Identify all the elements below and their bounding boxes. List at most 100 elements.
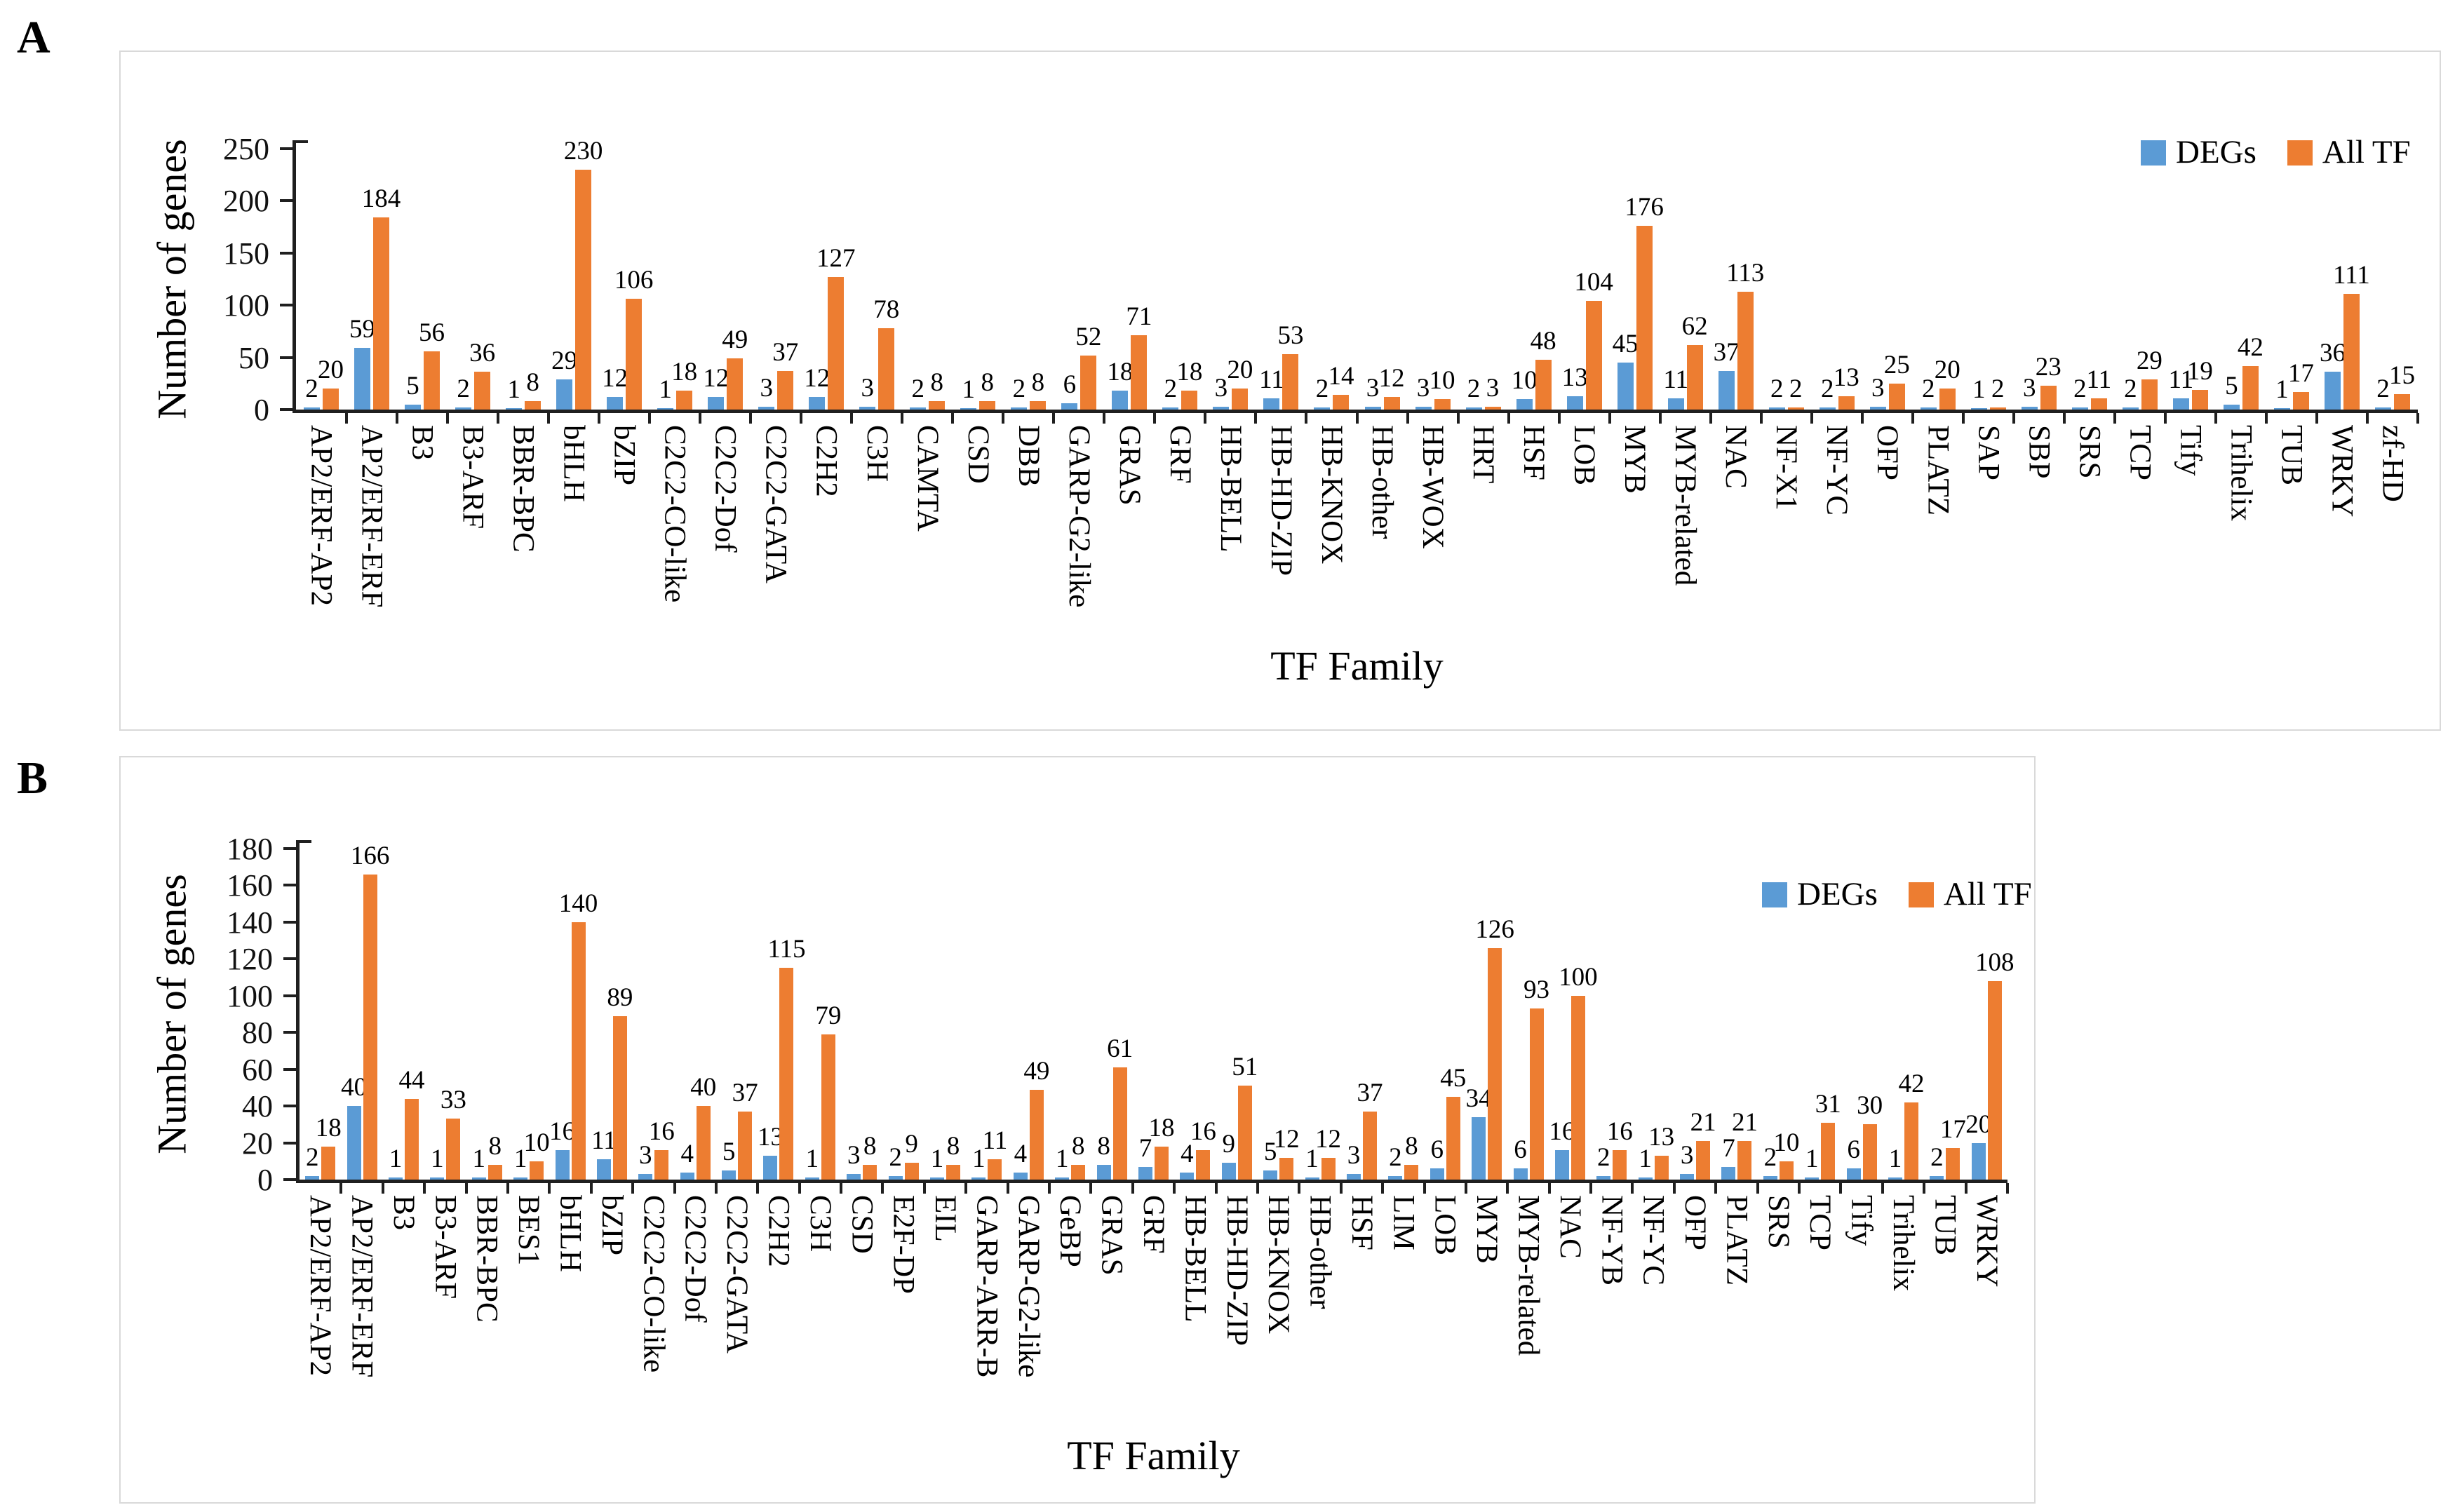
bar-alltf <box>904 1163 919 1180</box>
bar-value-label: 21 <box>1690 1107 1716 1137</box>
x-tick-mark <box>714 1183 718 1194</box>
x-category-label-text: NAC <box>1553 1195 1587 1259</box>
bar-value-label: 1 <box>659 375 672 404</box>
x-category-label: BBR-BPC <box>498 425 549 646</box>
x-tick-mark <box>1339 1183 1343 1194</box>
x-tick-mark <box>1964 1183 1968 1194</box>
bar-group: 20 108 <box>1965 849 2015 1180</box>
x-category-label-text: HSF <box>1517 425 1551 480</box>
y-tick-label: 50 <box>238 340 269 375</box>
bar-group: 1 10 <box>508 849 550 1180</box>
y-tick-label: 160 <box>227 868 273 903</box>
bar-value-label: 1 <box>1639 1145 1652 1174</box>
y-axis-line <box>292 140 296 413</box>
x-category-label-text: B3-ARF <box>429 1195 462 1300</box>
x-tick-mark <box>1911 413 1914 424</box>
bar-degs <box>763 1155 778 1180</box>
y-tick-label: 100 <box>227 978 273 1013</box>
bar-alltf <box>1939 389 1956 410</box>
x-tick-mark <box>1422 1183 1426 1194</box>
x-tick-mark <box>1756 1183 1759 1194</box>
x-category-label: bHLH <box>549 425 599 646</box>
bar-value-label: 13 <box>1833 363 1859 392</box>
bar-group: 13 104 <box>1559 149 1613 410</box>
x-category-label: HSF <box>1509 425 1559 646</box>
x-category-label: SBP <box>2014 425 2064 646</box>
y-tick-label: 0 <box>254 393 269 427</box>
bar-group: 2 10 <box>1758 849 1799 1180</box>
x-category-label: C2C2-GATA <box>716 1195 758 1416</box>
bar-value-label: 176 <box>1625 193 1664 222</box>
x-category-label-text: Tify <box>2174 425 2207 476</box>
x-tick-mark <box>2163 413 2167 424</box>
bar-value-label: 16 <box>648 1117 675 1147</box>
bar-alltf <box>1154 1146 1169 1180</box>
x-tick-mark <box>339 1183 343 1194</box>
bar-alltf <box>1232 389 1249 410</box>
bar-group: 40 166 <box>341 843 389 1180</box>
bar-value-label: 78 <box>873 295 900 324</box>
x-category-label: AP2/ERF-ERF <box>341 1195 382 1416</box>
bar-degs <box>2324 372 2341 410</box>
x-tick-mark <box>1456 413 1460 424</box>
bar-degs <box>1805 1177 1820 1180</box>
x-category-label-text: TUB <box>1928 1195 1962 1255</box>
x-tick-mark <box>2012 413 2015 424</box>
bar-group: 3 21 <box>1674 849 1716 1180</box>
bar-value-label: 1 <box>2275 375 2289 404</box>
x-category-label: GRF <box>1155 425 1205 646</box>
y-tick-label: 200 <box>223 184 269 219</box>
y-axis-top-serif <box>296 840 311 843</box>
bar-group: 5 56 <box>397 149 448 410</box>
bar-value-label: 6 <box>1514 1135 1527 1165</box>
x-tick-mark <box>1089 1183 1093 1194</box>
x-category-label-text: GeBP <box>1054 1195 1087 1267</box>
x-category-label: PLATZ <box>1913 425 1963 646</box>
x-category-label-text: C2C2-GATA <box>759 425 793 583</box>
bar-value-label: 1 <box>1305 1145 1319 1174</box>
bar-alltf <box>1636 226 1653 410</box>
x-tick-mark <box>2315 413 2318 424</box>
y-tick-label: 180 <box>227 832 273 866</box>
bar-value-label: 7 <box>1138 1133 1152 1163</box>
bar-value-label: 29 <box>2136 346 2163 375</box>
y-tick-mark <box>283 920 296 924</box>
bar-group: 1 42 <box>1883 849 1925 1180</box>
x-category-label: OFP <box>1862 425 1913 646</box>
bar-value-label: 53 <box>1277 321 1304 351</box>
bar-alltf <box>2191 389 2208 410</box>
bar-value-label: 2 <box>2376 374 2390 404</box>
x-category-label: PLATZ <box>1716 1195 1757 1416</box>
bar-value-label: 8 <box>930 368 944 398</box>
x-category-label-text: HB-BELL <box>1178 1195 1212 1323</box>
x-tick-mark <box>1507 413 1510 424</box>
x-category-label-text: CSD <box>961 425 995 484</box>
bar-value-label: 52 <box>1075 322 1102 351</box>
bar-alltf <box>1862 1124 1877 1180</box>
bar-value-label: 2 <box>305 374 318 404</box>
bar-value-label: 79 <box>815 1001 842 1030</box>
y-tick-mark <box>283 884 296 887</box>
bar-group: 36 111 <box>2317 149 2370 410</box>
bar-group: 2 13 <box>1812 149 1862 410</box>
y-tick-mark <box>280 147 292 150</box>
legend-swatch-degs <box>2141 140 2166 166</box>
bar-group: 6 93 <box>1507 849 1549 1180</box>
x-tick-mark <box>756 1183 760 1194</box>
x-tick-mark <box>2416 413 2419 424</box>
x-category-label: GARP-ARR-B <box>966 1195 1007 1416</box>
bar-value-label: 8 <box>1405 1132 1418 1161</box>
bar-value-label: 2 <box>1789 374 1803 404</box>
x-axis-title: TF Family <box>1270 643 1444 689</box>
bar-group: 12 49 <box>700 149 751 410</box>
x-category-label: B3-ARF <box>424 1195 466 1416</box>
bar-degs <box>1162 407 1179 410</box>
bar-value-label: 8 <box>946 1132 960 1161</box>
x-category-label-text: NF-X1 <box>1770 425 1803 511</box>
bar-alltf <box>696 1106 711 1180</box>
panel-a-letter: A <box>17 12 51 63</box>
x-tick-mark <box>589 1183 593 1194</box>
bar-alltf <box>1888 383 1905 410</box>
